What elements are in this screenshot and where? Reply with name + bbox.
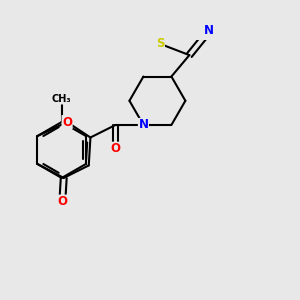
Text: O: O [57, 195, 67, 208]
Text: S: S [156, 38, 164, 50]
Text: CH₃: CH₃ [52, 94, 71, 104]
Text: O: O [110, 142, 121, 155]
Text: N: N [138, 118, 148, 131]
Text: N: N [204, 24, 214, 37]
Text: O: O [62, 116, 72, 129]
